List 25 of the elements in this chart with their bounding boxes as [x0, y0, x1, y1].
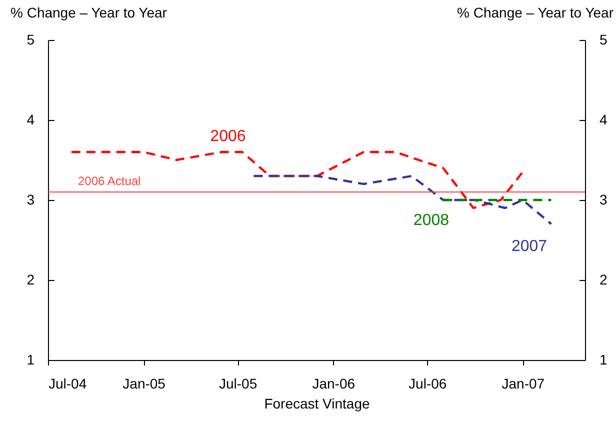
y-tick-label: 2	[26, 272, 35, 288]
y2-tick-label: 1	[600, 352, 608, 368]
ref-line-label: 2006 Actual	[78, 174, 141, 188]
series-label: 2008	[413, 212, 450, 229]
y-tick-label: 3	[26, 192, 35, 208]
y2-tick-label: 3	[600, 192, 608, 208]
y2-tick-label: 5	[600, 32, 608, 48]
y-tick-label: 5	[26, 32, 35, 48]
x-tick-label: Jan-07	[502, 376, 545, 392]
y2-tick-label: 2	[600, 272, 608, 288]
line-series	[252, 174, 552, 226]
y2-axis-title: % Change – Year to Year	[457, 4, 614, 20]
x-tick-label: Jul-04	[48, 376, 87, 392]
series-label: 2007	[511, 238, 548, 255]
y-tick-label: 1	[26, 352, 35, 368]
y2-tick-label: 4	[600, 112, 608, 128]
x-axis-title: Forecast Vintage	[264, 396, 370, 412]
series-label: 2006	[210, 128, 246, 145]
x-tick-label: Jan-05	[122, 376, 166, 392]
x-tick-label: Jul-05	[218, 376, 258, 392]
y-tick-label: 4	[26, 112, 35, 128]
y-axis-title: % Change – Year to Year	[10, 4, 168, 20]
line-series	[70, 150, 524, 210]
x-tick-label: Jul-06	[408, 376, 447, 392]
x-tick-label: Jan-06	[312, 376, 356, 392]
